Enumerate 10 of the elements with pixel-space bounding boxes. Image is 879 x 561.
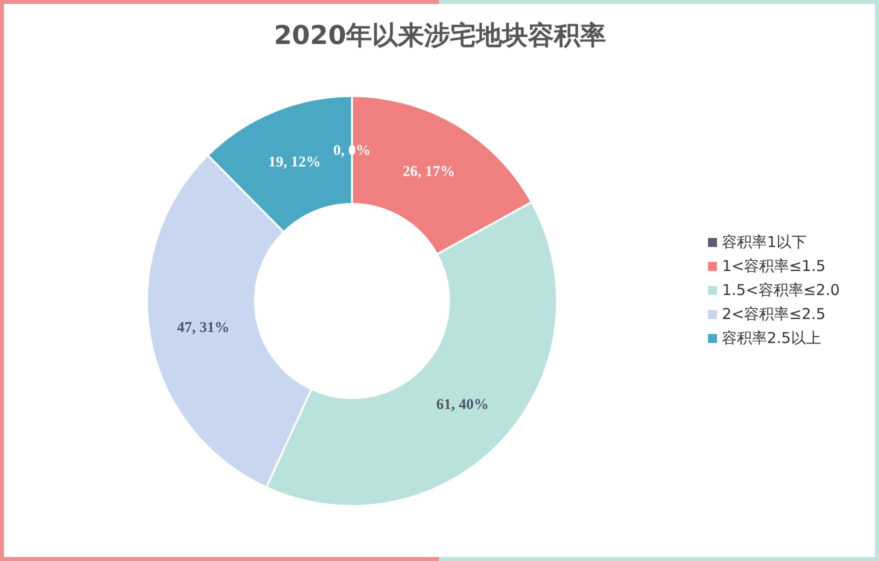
- data-label: 26, 17%: [402, 164, 456, 180]
- legend-label: 1<容积率≤1.5: [722, 257, 826, 275]
- legend-label: 容积率1以下: [722, 233, 807, 251]
- data-label: 61, 40%: [436, 396, 489, 413]
- legend-label: 容积率2.5以上: [722, 329, 821, 347]
- legend-label: 2<容积率≤2.5: [722, 305, 826, 323]
- data-label: 47, 31%: [177, 320, 230, 336]
- chart-title: 2020年以来涉宅地块容积率: [274, 21, 606, 51]
- legend-label: 1.5<容积率≤2.0: [722, 281, 840, 299]
- data-label: 19, 12%: [268, 154, 321, 170]
